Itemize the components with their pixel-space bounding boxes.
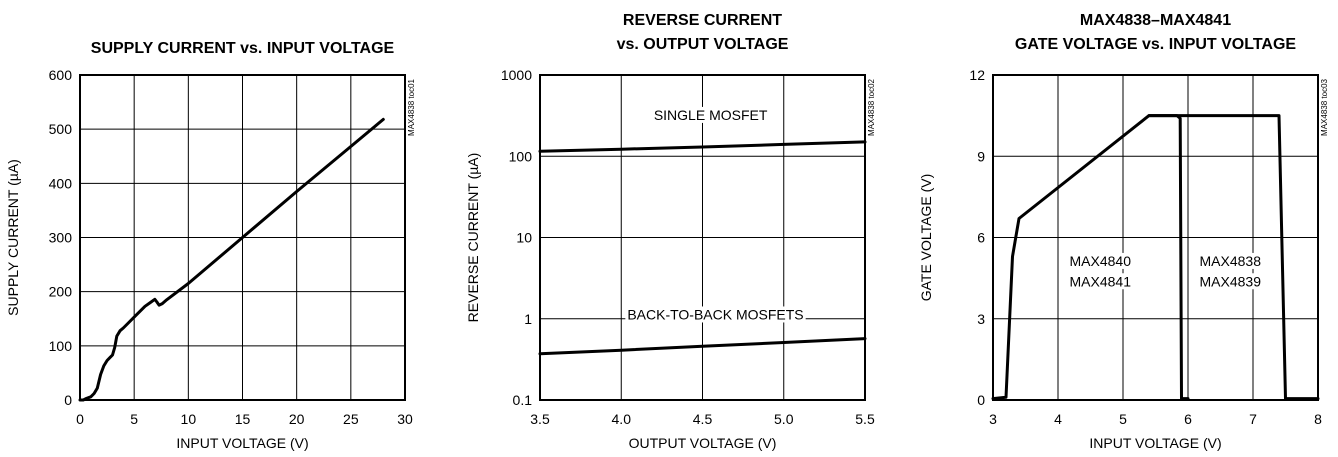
x-tick-label: 20 (289, 411, 305, 427)
chart-id-code: MAX4838 toc01 (407, 78, 416, 135)
y-tick-label: 6 (977, 230, 985, 246)
x-tick-label: 8 (1314, 411, 1322, 427)
x-tick-label: 30 (397, 411, 413, 427)
annotation-label: MAX4841 (1070, 273, 1132, 289)
y-tick-label: 0 (977, 392, 985, 408)
y-tick-label: 3 (977, 311, 985, 327)
y-tick-label: 1000 (501, 67, 532, 83)
annotation-backing (651, 106, 770, 123)
series-line-2 (538, 337, 867, 356)
x-tick-label: 5 (1119, 411, 1127, 427)
x-axis-label: OUTPUT VOLTAGE (V) (629, 435, 777, 451)
chart-title: vs. OUTPUT VOLTAGE (617, 36, 789, 53)
y-tick-label: 100 (49, 338, 73, 354)
x-axis-label: INPUT VOLTAGE (V) (1089, 435, 1221, 451)
x-tick-label: 7 (1249, 411, 1257, 427)
chart-title: REVERSE CURRENT (623, 12, 782, 29)
chart-title: GATE VOLTAGE vs. INPUT VOLTAGE (1015, 36, 1297, 53)
y-tick-label: 0 (64, 392, 72, 408)
annotation-label: MAX4838 (1200, 253, 1262, 269)
plot-frame (539, 74, 866, 401)
chart-panel-2: 3.5 4.0 4.5 5.0 5.5 0.1 1 10 100 1000 OUTPUT VOLTA… (465, 12, 876, 451)
y-tick-label: 600 (49, 67, 73, 83)
plot-frame (79, 74, 406, 401)
chart-id-code: MAX4838 toc03 (1320, 78, 1329, 135)
y-axis-label: GATE VOLTAGE (V) (918, 174, 934, 302)
chart-title: SUPPLY CURRENT vs. INPUT VOLTAGE (91, 40, 395, 57)
x-tick-label: 5 (130, 411, 138, 427)
x-tick-label: 4.5 (693, 411, 713, 427)
y-tick-label: 200 (49, 284, 73, 300)
annotation-backing (625, 306, 806, 323)
x-tick-label: 15 (235, 411, 251, 427)
y-tick-label: 500 (49, 121, 73, 137)
y-tick-label: 100 (509, 148, 533, 164)
annotation-backing (1067, 252, 1134, 269)
y-tick-label: 1 (524, 311, 532, 327)
chart-title: MAX4838–MAX4841 (1080, 12, 1231, 29)
annotation-backing (1067, 273, 1134, 290)
annotation-label: MAX4840 (1070, 253, 1132, 269)
x-tick-label: 0 (76, 411, 84, 427)
series-line-1 (78, 117, 385, 402)
series-line-2 (1147, 114, 1320, 401)
x-axis-label: INPUT VOLTAGE (V) (176, 435, 308, 451)
annotation-backing (1197, 252, 1264, 269)
y-tick-label: 400 (49, 175, 73, 191)
y-tick-label: 10 (516, 230, 532, 246)
x-tick-label: 3.5 (530, 411, 550, 427)
x-tick-label: 5.5 (855, 411, 875, 427)
y-axis-label: SUPPLY CURRENT (µA) (5, 159, 21, 316)
x-tick-label: 4.0 (612, 411, 632, 427)
annotation-label: MAX4839 (1200, 273, 1262, 289)
annotation-label: BACK-TO-BACK MOSFETS (627, 306, 803, 322)
x-tick-label: 25 (343, 411, 359, 427)
annotation-backing (1197, 273, 1264, 290)
y-tick-label: 0.1 (513, 392, 533, 408)
y-tick-label: 300 (49, 230, 73, 246)
x-tick-label: 4 (1054, 411, 1062, 427)
plot-frame (992, 74, 1319, 401)
y-tick-label: 12 (969, 67, 985, 83)
x-tick-label: 6 (1184, 411, 1192, 427)
x-tick-label: 3 (989, 411, 997, 427)
y-tick-label: 9 (977, 148, 985, 164)
chart-id-code: MAX4838 toc02 (867, 78, 876, 135)
x-tick-label: 10 (181, 411, 197, 427)
annotation-label: SINGLE MOSFET (654, 107, 768, 123)
y-axis-label: REVERSE CURRENT (µA) (465, 153, 481, 323)
x-tick-label: 5.0 (774, 411, 794, 427)
series-line-1 (538, 140, 867, 153)
